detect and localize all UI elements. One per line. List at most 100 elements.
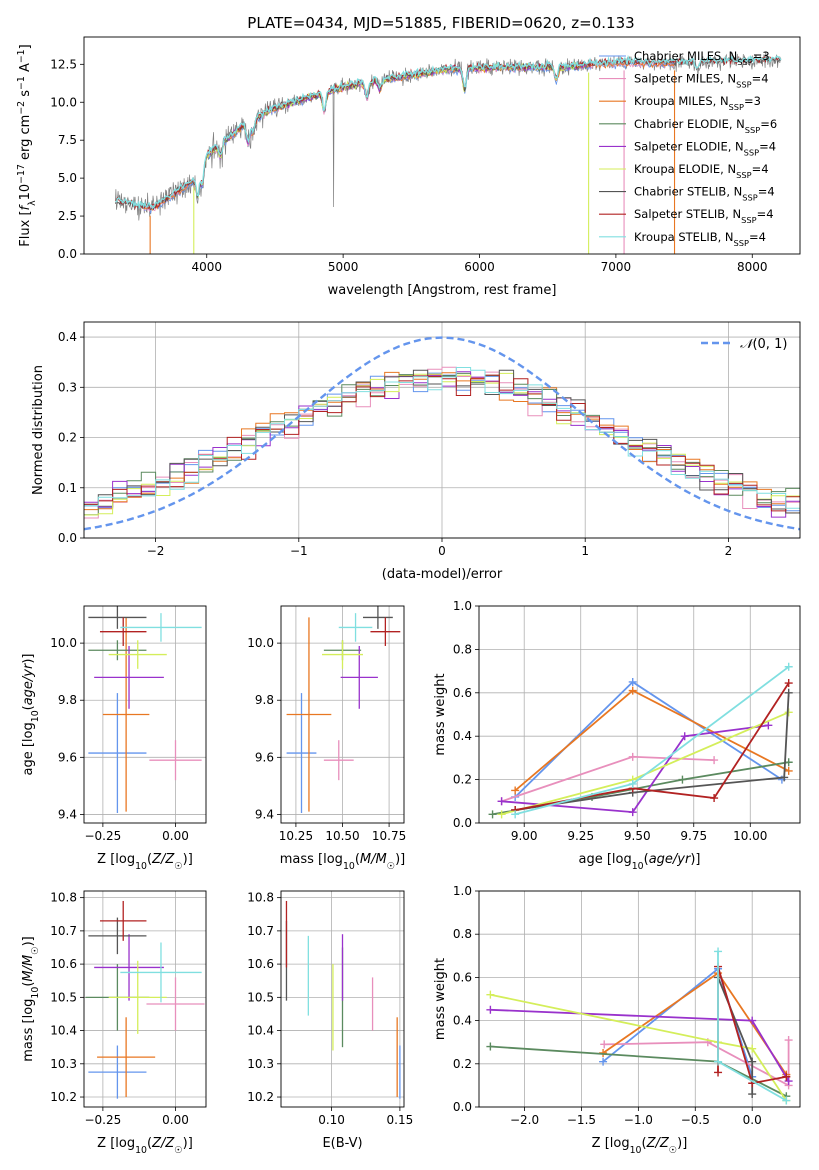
mass-weight-vs-Z-frame (478, 890, 801, 1108)
weight-point-marker (628, 808, 637, 817)
spectrum-model-line (115, 54, 782, 209)
mass-weight-vs-Z-xtick-label: −0.5 (681, 1113, 710, 1127)
mass-vs-Z-ytick-label: 10.6 (50, 957, 77, 971)
residual-hist-plot-area (84, 322, 800, 539)
mass-weight-vs-Z-ylabel: mass weight (433, 958, 448, 1040)
mass-vs-Z-xtick-label: 0.00 (162, 1113, 189, 1127)
weight-point-marker (748, 1057, 757, 1066)
weight-series-line (514, 689, 790, 792)
mass-vs-Z-series-layer (85, 900, 205, 1099)
weight-point-marker (486, 990, 495, 999)
mass-vs-Z-plot-area (84, 891, 206, 1107)
mass-vs-Z-ytick-label: 10.2 (50, 1090, 77, 1104)
mass-weight-vs-age-xtick-label: 9.00 (511, 829, 538, 843)
mass-weight-vs-Z-xtick-label: −1.0 (624, 1113, 653, 1127)
mass-vs-ebv-series-layer (285, 900, 401, 1099)
age-vs-mass-ytick-label: 9.6 (255, 750, 274, 764)
age-vs-Z-ytick-label: 9.4 (58, 807, 77, 821)
weight-point-marker (784, 1077, 793, 1086)
legend-entry-label: Kroupa ELODIE, NSSP=4 (634, 162, 769, 180)
residual-hist-ytick-label: 0.1 (58, 481, 77, 495)
weight-point-marker (784, 679, 793, 688)
weight-point-marker (714, 947, 723, 956)
mass-weight-vs-Z-ytick-label: 0.0 (453, 1100, 472, 1114)
spectrum-model-line (143, 60, 675, 213)
weight-point-marker (599, 1057, 608, 1066)
age-vs-mass-xtick-label: 10.25 (279, 829, 313, 843)
mass-weight-vs-Z-ytick-label: 0.8 (453, 927, 472, 941)
legend-entry-label: Salpeter STELIB, NSSP=4 (634, 207, 774, 225)
spectrum-ytick-label: 10.0 (50, 95, 77, 109)
mass-vs-ebv-xtick-label: 0.15 (387, 1113, 414, 1127)
weight-point-marker (511, 786, 520, 795)
weight-point-marker (486, 1005, 495, 1014)
weight-point-marker (628, 779, 637, 788)
mass-vs-ebv-ytick-label: 10.4 (247, 1024, 274, 1038)
weight-point-marker (628, 677, 637, 686)
residual-hist-ytick-label: 0.3 (58, 380, 77, 394)
residual-hist-ytick-label: 0.2 (58, 431, 77, 445)
age-vs-mass-ytick-label: 9.4 (255, 807, 274, 821)
weight-point-marker (486, 1042, 495, 1051)
weight-series-line (604, 1040, 790, 1087)
mass-vs-Z-frame (83, 890, 207, 1108)
weight-point-marker (782, 1096, 791, 1105)
legend-entry-label: Kroupa MILES, NSSP=3 (634, 94, 761, 112)
mass-weight-vs-age-panel: 9.00 9.25 9.50 9.75 10.00 0.0 0.2 0.4 0.6 0.8 1.0 a… (433, 599, 801, 872)
weight-point-marker (748, 1044, 757, 1053)
figure-title: PLATE=0434, MJD=51885, FIBERID=0620, z=0… (247, 14, 634, 32)
weight-series-line (515, 692, 790, 811)
weight-point-marker (784, 758, 793, 767)
mass-vs-ebv-ytick-label: 10.8 (247, 891, 274, 905)
spectrum-ytick-label: 5.0 (58, 171, 77, 185)
age-vs-Z-ytick-label: 9.8 (58, 693, 77, 707)
weight-point-marker (497, 797, 506, 806)
spectrum-model-line (143, 59, 675, 214)
mass-weight-vs-age-ylabel: mass weight (433, 673, 448, 755)
ebv-xlabel: E(B-V) (322, 1136, 362, 1151)
age-vs-mass-plot-area (281, 606, 404, 823)
legend-entry-label: Chabrier ELODIE, NSSP=6 (634, 117, 777, 135)
mass-weight-vs-Z-xtick-label: −2.0 (510, 1113, 539, 1127)
spectrum-data-line (115, 52, 782, 221)
mass-weight-vs-age-xtick-label: 9.50 (624, 829, 651, 843)
weight-point-marker (748, 1016, 757, 1025)
mass-weight-vs-age-frame (478, 605, 801, 824)
spectrum-ytick-label: 0.0 (58, 247, 77, 261)
weight-series-line (501, 724, 769, 814)
age-vs-mass-panel: 10.25 10.50 10.75 9.4 9.6 9.8 10.0 mass [log10(… (247, 605, 406, 872)
age-vs-Z-panel: −0.25 0.00 9.4 9.6 9.8 10.0 Z [log10(Z/Z☉)] age… (21, 605, 207, 872)
mass-vs-Z-ytick-label: 10.4 (50, 1024, 77, 1038)
mass-vs-Z-xtick-label: −0.25 (84, 1113, 121, 1127)
legend-entry-label: Kroupa STELIB, NSSP=4 (634, 230, 766, 248)
spectrum-ytick-label: 2.5 (58, 209, 77, 223)
mass-vs-Z-ytick-label: 10.3 (50, 1057, 77, 1071)
mass-weight-vs-age-plot-area (479, 605, 800, 824)
age-vs-mass-series-layer (286, 606, 401, 814)
weight-point-marker (784, 1036, 793, 1045)
age-vs-mass-ytick-label: 9.8 (255, 693, 274, 707)
residual-hist-xtick-label: 0 (438, 544, 446, 558)
spectrum-panel: 4000 5000 6000 7000 8000 0.0 2.5 5.0 7.5 10.0 12.5… (16, 36, 801, 298)
mass-weight-vs-Z-xtick-label: 0.0 (743, 1113, 762, 1127)
mass-weight-vs-Z-plot-area (479, 890, 800, 1108)
mass-weight-vs-age-ytick-label: 0.4 (453, 729, 472, 743)
spectrum-ytick-label: 7.5 (58, 133, 77, 147)
spectrum-series-layer (115, 52, 782, 254)
residual-hist-panel: −2 −1 0 1 2 0.0 0.1 0.2 0.3 0.4 (data-model)/error… (31, 321, 801, 582)
mass-vs-Z-ytick-label: 10.8 (50, 891, 77, 905)
mass-vs-ebv-xtick-label: 0.10 (318, 1113, 345, 1127)
mass-vs-ebv-ytick-label: 10.7 (247, 924, 274, 938)
legend-entry-label: Salpeter ELODIE, NSSP=4 (634, 139, 776, 157)
age-vs-mass-xtick-label: 10.75 (372, 829, 406, 843)
mass-weight-vs-Z-xlabel: Z [log10(Z/Z☉)] (592, 1136, 688, 1156)
spectrum-xtick-label: 8000 (737, 260, 768, 274)
residual-hist-xtick-label: 2 (725, 544, 733, 558)
spectrum-model-line (193, 61, 588, 196)
spectrum-model-line (115, 56, 782, 211)
age-vs-Z-xtick-label: −0.25 (84, 829, 121, 843)
mass-weight-vs-Z-series-layer (486, 947, 793, 1105)
age-vs-Z-xlabel: Z [log10(Z/Z☉)] (97, 852, 193, 872)
age-vs-mass-xlabel: mass [log10(M/M☉)] (280, 852, 406, 872)
weight-point-marker (748, 1090, 757, 1099)
